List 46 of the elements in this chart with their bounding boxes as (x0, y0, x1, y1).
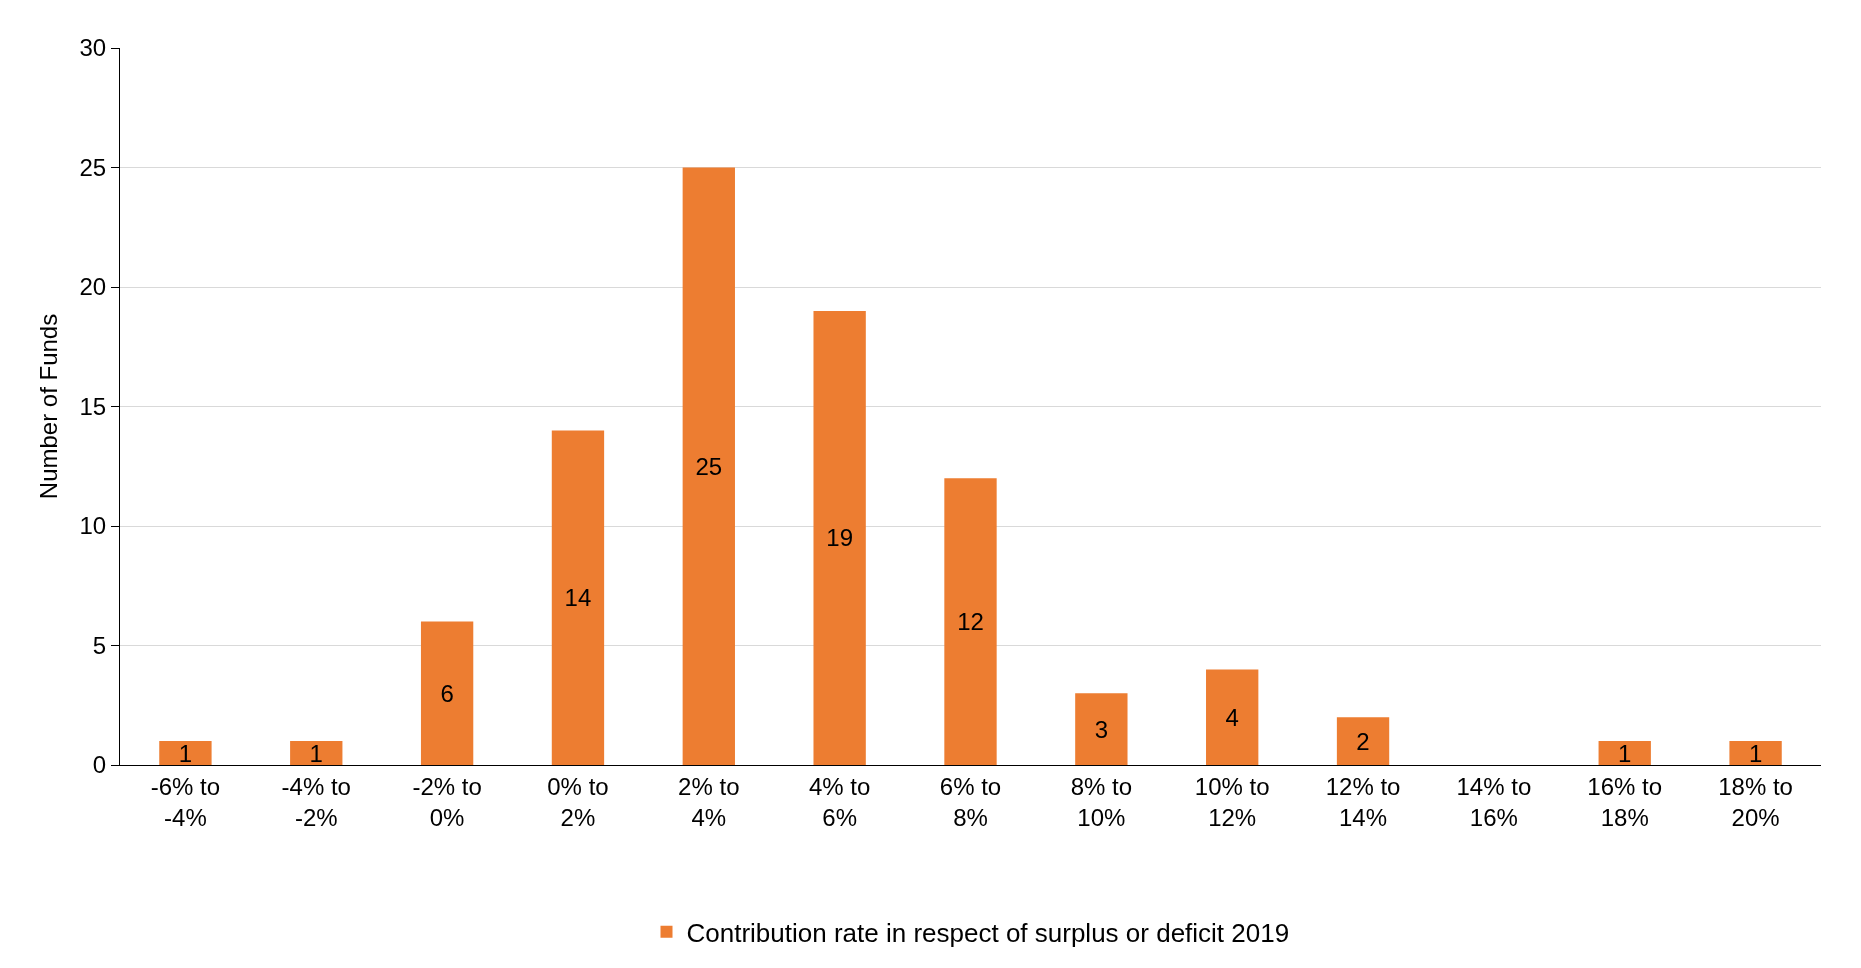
bar (1729, 741, 1782, 765)
x-tick-label: 12% to 14% (1325, 772, 1401, 831)
bar (1598, 741, 1651, 765)
x-tick-label: 8% to 10% (1070, 772, 1133, 831)
bar (944, 478, 997, 765)
data-label: 1 (309, 739, 323, 767)
data-label: 4 (1225, 703, 1239, 731)
y-tick-label: 5 (92, 631, 107, 659)
data-label: 12 (957, 608, 984, 636)
x-tick-label: 16% to 18% (1587, 772, 1663, 831)
x-tick-label: 6% to 8% (939, 772, 1002, 831)
bar (1336, 717, 1390, 765)
x-tick-label: -6% to -4% (150, 772, 221, 831)
y-tick-label: 10 (79, 512, 107, 540)
y-tick-label: 0 (92, 751, 107, 779)
data-label: 3 (1094, 715, 1109, 743)
legend-label: Contribution rate in respect of surplus or deficit 2019 (686, 917, 1290, 948)
bar (1075, 693, 1128, 765)
data-label: 1 (1748, 739, 1763, 767)
data-label: 2 (1356, 727, 1370, 755)
data-label: 25 (695, 452, 723, 480)
y-tick-label: 25 (79, 153, 107, 181)
data-label: 1 (178, 739, 193, 767)
y-tick-label: 15 (79, 392, 107, 420)
bar (290, 741, 343, 765)
x-tick-label: 14% to 16% (1456, 772, 1532, 831)
bar (420, 621, 474, 765)
data-label: 19 (826, 524, 853, 552)
bar (813, 310, 866, 765)
y-tick-label: 20 (79, 273, 107, 301)
data-label: 6 (440, 679, 454, 707)
bar (159, 741, 212, 765)
x-tick-label: 10% to 12% (1194, 772, 1270, 831)
data-label: 1 (1618, 739, 1632, 767)
x-tick-label: 4% to 6% (808, 772, 871, 831)
y-axis-title: Number of Funds (34, 313, 62, 500)
bar (682, 167, 735, 765)
x-tick-label: 0% to 2% (547, 772, 609, 831)
x-tick-label: 18% to 20% (1718, 772, 1793, 831)
x-tick-label: -2% to 0% (412, 772, 482, 831)
x-tick-label: 2% to 4% (678, 772, 740, 831)
data-label: 14 (564, 584, 592, 612)
bar (551, 430, 605, 765)
y-tick-label: 30 (79, 34, 107, 62)
bar (1206, 669, 1259, 765)
x-tick-label: -4% to -2% (281, 772, 351, 831)
